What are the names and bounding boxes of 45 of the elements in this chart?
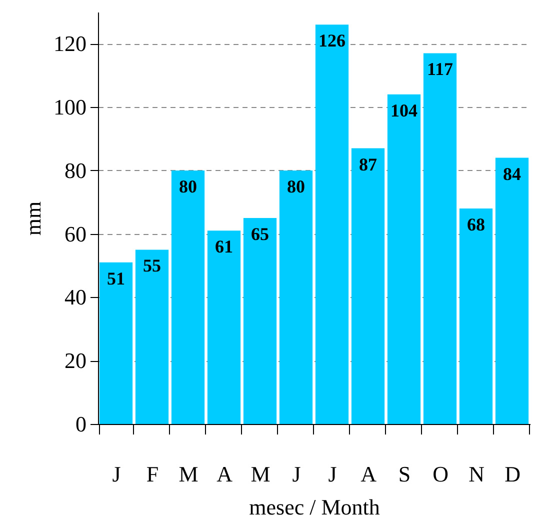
x-tick-label: O — [432, 462, 448, 486]
y-tick-label: 40 — [64, 284, 86, 310]
data-label: 104 — [390, 100, 418, 120]
bar — [459, 208, 493, 424]
bar — [99, 262, 133, 424]
bar — [351, 148, 385, 424]
bar — [423, 53, 457, 424]
data-label: 61 — [215, 236, 233, 257]
bar — [171, 170, 205, 424]
bar — [315, 24, 349, 424]
bar — [495, 158, 529, 424]
y-tick-label: 100 — [54, 94, 86, 120]
data-label: 84 — [503, 164, 521, 184]
data-label: 68 — [467, 214, 485, 234]
x-tick-label: D — [504, 462, 520, 486]
x-tick-label: N — [468, 462, 485, 486]
bar — [207, 230, 241, 424]
data-label: 117 — [426, 59, 454, 80]
data-label: 80 — [179, 176, 197, 196]
data-label: 80 — [287, 176, 305, 196]
data-label: 87 — [359, 154, 377, 174]
bar — [387, 94, 421, 424]
data-label: 126 — [318, 30, 346, 51]
bar — [243, 218, 277, 424]
x-tick-label: A — [216, 462, 233, 486]
data-label: 55 — [143, 256, 161, 276]
x-tick-label: J — [112, 462, 122, 486]
y-tick-label: 60 — [64, 221, 86, 246]
x-tick-label: F — [146, 462, 159, 486]
x-tick-label: J — [292, 462, 302, 486]
x-tick-label: J — [328, 462, 338, 486]
x-tick-label: S — [398, 462, 411, 486]
x-tick-label: A — [360, 462, 377, 486]
x-tick-label: M — [178, 462, 198, 486]
x-tick-label: M — [250, 462, 270, 486]
data-label: 51 — [107, 268, 125, 288]
x-axis-title: mesec / Month — [249, 494, 380, 520]
y-tick-label: 120 — [54, 31, 86, 56]
data-label: 65 — [251, 224, 269, 244]
y-tick-label: 80 — [64, 158, 86, 183]
y-tick-label: 0 — [76, 412, 86, 436]
y-axis-title: mm — [20, 201, 46, 236]
bar — [135, 250, 169, 424]
y-tick-label: 20 — [64, 348, 86, 374]
bar — [279, 170, 313, 424]
